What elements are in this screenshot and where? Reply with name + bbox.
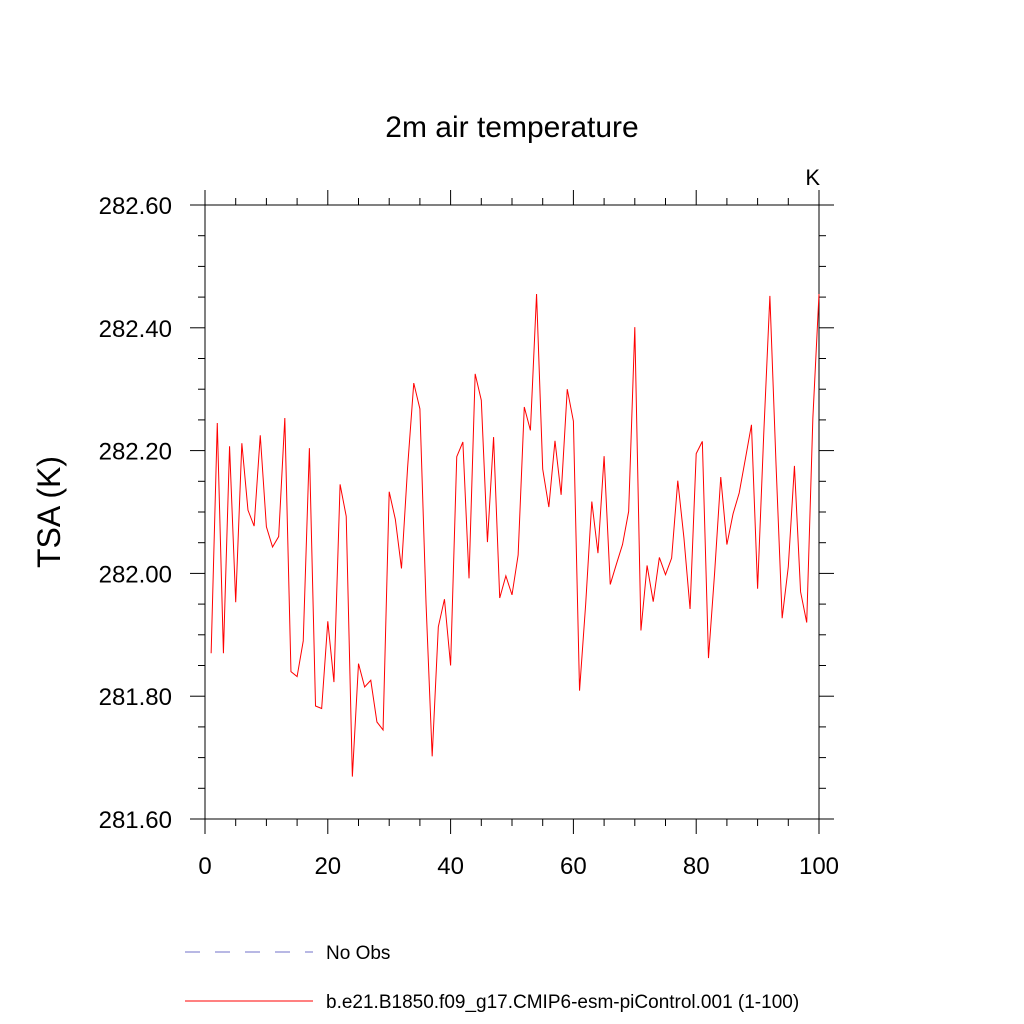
- x-tick-label: 100: [799, 853, 839, 880]
- x-tick-label: 40: [437, 853, 464, 880]
- series-line-1: [210, 294, 820, 777]
- units-label: K: [805, 165, 820, 190]
- legend: No Obs b.e21.B1850.f09_g17.CMIP6-esm-piCo…: [185, 943, 799, 1013]
- y-tick-label: 282.00: [99, 561, 172, 588]
- y-tick-label: 281.60: [99, 807, 172, 834]
- y-axis: 281.60 281.80 282.00 282.20 282.40 282.60: [99, 193, 834, 834]
- x-tick-label: 0: [198, 853, 211, 880]
- chart-title: 2m air temperature: [385, 111, 638, 144]
- x-tick-label: 80: [683, 853, 710, 880]
- y-tick-label: 281.80: [99, 684, 172, 711]
- x-tick-label: 60: [560, 853, 587, 880]
- y-tick-label: 282.20: [99, 439, 172, 466]
- y-axis-label: TSA (K): [31, 456, 67, 568]
- legend-label-1: b.e21.B1850.f09_g17.CMIP6-esm-piControl.…: [326, 992, 799, 1013]
- legend-label-0: No Obs: [326, 943, 390, 964]
- x-axis: 0 20 40 60 80 100: [198, 190, 839, 880]
- y-tick-label: 282.60: [99, 193, 172, 220]
- x-tick-label: 20: [314, 853, 341, 880]
- y-tick-label: 282.40: [99, 316, 172, 343]
- series-layer: [210, 294, 820, 777]
- plot-frame: [204, 204, 820, 820]
